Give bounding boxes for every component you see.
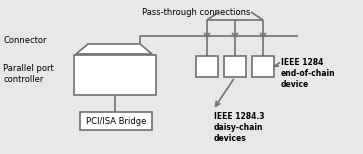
Bar (224, 56, 246, 77)
Text: IEEE 1284
end-of-chain
device: IEEE 1284 end-of-chain device (281, 58, 336, 89)
Bar (80, 112, 152, 130)
Text: IEEE 1284.3
daisy-chain
devices: IEEE 1284.3 daisy-chain devices (214, 112, 265, 143)
Text: Parallel port
controller: Parallel port controller (3, 64, 54, 84)
Text: Pass-through connections: Pass-through connections (142, 8, 250, 17)
Polygon shape (76, 44, 152, 54)
Bar (196, 56, 218, 77)
Text: Connector: Connector (3, 36, 46, 45)
Bar (74, 55, 156, 95)
Text: PCI/ISA Bridge: PCI/ISA Bridge (86, 116, 146, 126)
Bar (252, 56, 274, 77)
